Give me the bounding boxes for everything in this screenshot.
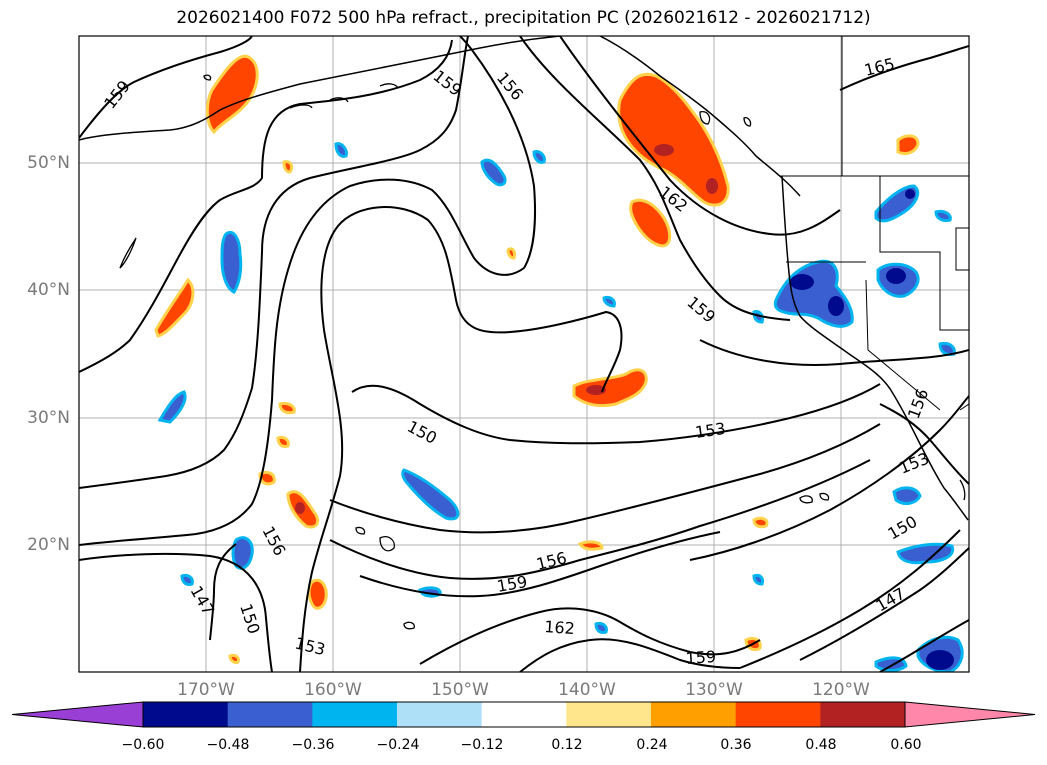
colorbar-segment <box>312 702 398 727</box>
colorbar-segment <box>227 702 313 727</box>
precip-strong-positive <box>295 144 718 514</box>
lat-label-20n: 20°N <box>27 535 70 555</box>
colorbar-frame <box>142 701 906 728</box>
islands <box>119 74 966 630</box>
colorbar-segment <box>651 702 737 727</box>
colorbar-tick-label: −0.24 <box>376 737 420 753</box>
colorbar-tick-label: −0.36 <box>291 737 335 753</box>
colorbar-tick-label: −0.60 <box>121 737 165 753</box>
lat-label-50n: 50°N <box>27 153 70 173</box>
colorbar-tick-label: 0.48 <box>805 737 837 753</box>
lon-label-160w: 160°W <box>304 680 362 700</box>
colorbar-tick-label: 0.24 <box>636 737 668 753</box>
colorbar-tick-label: 0.36 <box>720 737 752 753</box>
colorbar-segment <box>735 702 821 727</box>
contour-label: 162 <box>544 617 576 638</box>
lat-label-40n: 40°N <box>27 280 70 300</box>
lon-label-150w: 150°W <box>431 680 489 700</box>
colorbar-segment <box>481 702 567 727</box>
contour-lines <box>79 36 969 672</box>
lat-label-30n: 30°N <box>27 408 70 428</box>
colorbar-segment <box>566 702 652 727</box>
graticule <box>79 36 969 672</box>
colorbar-tick-label: −0.12 <box>460 737 504 753</box>
contour-label: 159 <box>685 647 717 668</box>
colorbar-segment <box>397 702 483 727</box>
lon-label-130w: 130°W <box>685 680 743 700</box>
precip-positive <box>154 54 920 664</box>
map-title: 2026021400 F072 500 hPa refract., precip… <box>176 8 871 28</box>
colorbar-segment <box>143 702 229 727</box>
lon-label-170w: 170°W <box>177 680 235 700</box>
coastlines <box>79 36 969 521</box>
colorbar-tick-label: 0.60 <box>890 737 922 753</box>
lon-label-120w: 120°W <box>812 680 870 700</box>
map-frame <box>78 35 970 673</box>
contour-label: 153 <box>694 419 727 442</box>
lon-label-140w: 140°W <box>558 680 616 700</box>
colorbar-tick-label: −0.48 <box>206 737 250 753</box>
precip-strong-negative <box>790 189 954 670</box>
colorbar <box>11 701 1036 728</box>
map-plot-area: 159 159 156 165 162 159 150 153 153 156 … <box>79 36 969 672</box>
colorbar-extend-high <box>904 701 1036 728</box>
colorbar-tick-label: 0.12 <box>551 737 583 753</box>
colorbar-segment <box>820 702 906 727</box>
colorbar-extend-low <box>11 701 144 728</box>
